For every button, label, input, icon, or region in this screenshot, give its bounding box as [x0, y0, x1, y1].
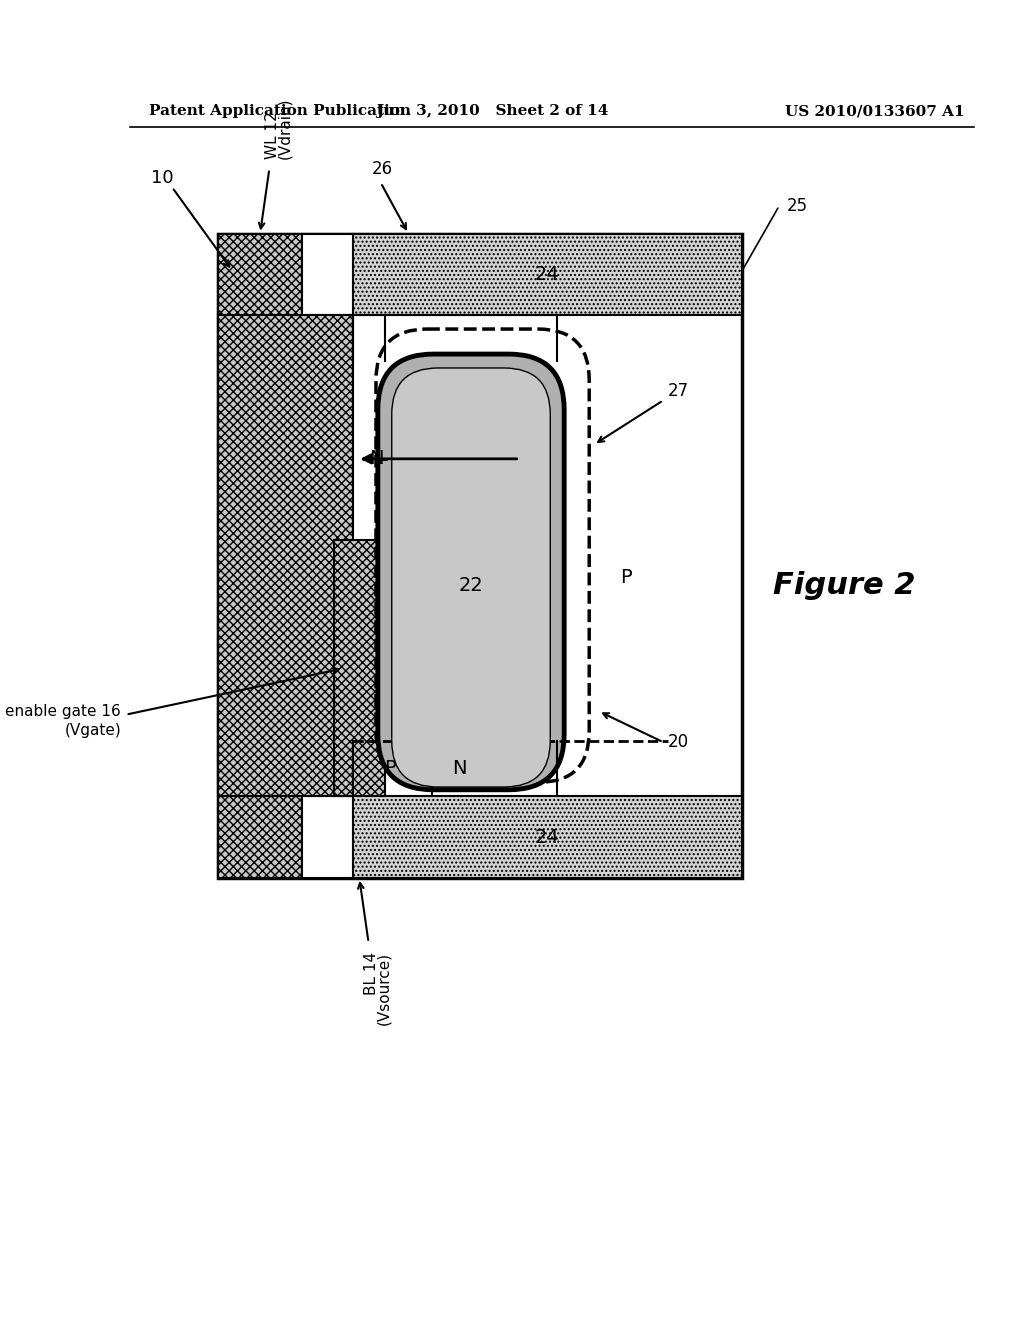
- Bar: [302, 234, 353, 315]
- Text: P: P: [621, 569, 632, 587]
- Bar: [218, 234, 302, 878]
- Text: 24: 24: [536, 265, 560, 284]
- Bar: [302, 796, 353, 878]
- Bar: [353, 796, 742, 878]
- Text: N: N: [369, 449, 383, 469]
- Text: Figure 2: Figure 2: [773, 572, 915, 601]
- Text: 24: 24: [536, 828, 560, 846]
- Text: BL 14: BL 14: [364, 952, 379, 995]
- Text: P: P: [384, 759, 395, 777]
- Text: Patent Application Publication: Patent Application Publication: [148, 104, 411, 119]
- Text: enable gate 16: enable gate 16: [5, 705, 121, 719]
- FancyBboxPatch shape: [392, 368, 550, 787]
- Bar: [218, 315, 353, 796]
- Bar: [334, 540, 385, 796]
- Text: Jun. 3, 2010   Sheet 2 of 14: Jun. 3, 2010 Sheet 2 of 14: [376, 104, 608, 119]
- Text: 22: 22: [459, 577, 483, 595]
- Text: 27: 27: [668, 383, 689, 400]
- Text: 10: 10: [152, 169, 174, 187]
- Text: (Vgate): (Vgate): [65, 723, 121, 738]
- FancyBboxPatch shape: [378, 354, 564, 789]
- Text: N: N: [453, 759, 467, 777]
- Text: (Vdrain): (Vdrain): [276, 98, 292, 160]
- Text: US 2010/0133607 A1: US 2010/0133607 A1: [785, 104, 965, 119]
- Text: 26: 26: [372, 160, 392, 178]
- Bar: [218, 234, 742, 878]
- Text: WL 12: WL 12: [265, 112, 280, 160]
- Text: 20: 20: [668, 733, 689, 751]
- Text: (Vsource): (Vsource): [376, 952, 391, 1026]
- Text: 25: 25: [786, 197, 808, 215]
- Bar: [353, 234, 742, 315]
